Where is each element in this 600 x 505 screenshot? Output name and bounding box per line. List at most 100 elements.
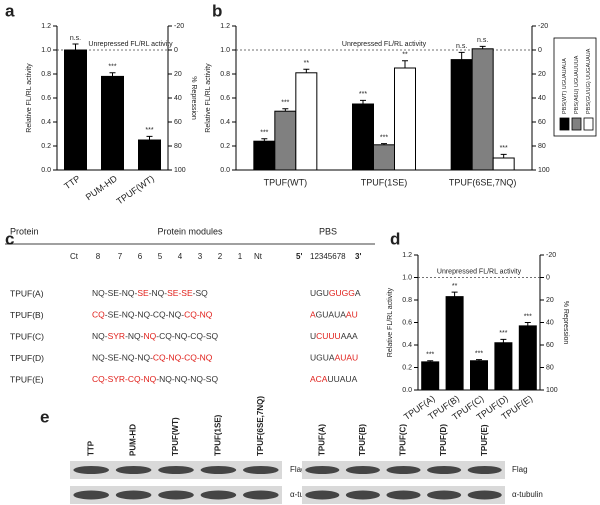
module-segment: CQ-NQ-CQ-NQ: [153, 353, 213, 363]
significance-label: **: [304, 60, 310, 67]
y-tick-label: 1.0: [402, 274, 412, 281]
y-tick-label: 0.6: [402, 319, 412, 326]
blot-band: [242, 490, 279, 500]
blot-band: [305, 490, 340, 500]
significance-label: ***: [500, 145, 508, 152]
blot-row-label: Flag: [290, 465, 306, 474]
module-position: 8: [96, 252, 101, 261]
legend-swatch: [583, 117, 594, 131]
module-segment: -NQ-: [149, 288, 168, 298]
module-sequence: NQ-SYR-NQ-NQ-CQ-NQ-CQ-SQ: [92, 331, 218, 341]
panel-letter: a: [5, 1, 15, 20]
y-tick-label: 0.2: [220, 143, 230, 150]
legend-swatch: [559, 117, 570, 131]
significance-label: **: [402, 52, 408, 59]
pbs-segment: UGUA: [310, 353, 335, 363]
bar: [274, 110, 297, 171]
significance-label: ***: [260, 130, 268, 137]
pbs-sequence: UGUGUGGA: [310, 288, 361, 298]
y2-tick-label: 0: [538, 47, 542, 54]
y-tick-label: 0.0: [41, 167, 51, 174]
y-tick-label: 1.2: [220, 23, 230, 30]
y2-tick-label: 20: [538, 71, 546, 78]
significance-label: ***: [281, 100, 289, 107]
y-tick-label: 0.8: [41, 71, 51, 78]
blot-band: [467, 490, 502, 500]
reference-label: Unrepressed FL/RL activity: [342, 41, 427, 48]
blot-row-label: Flag: [512, 465, 528, 474]
y2-axis-title: % Repression: [190, 76, 197, 120]
significance-label: ***: [359, 91, 367, 98]
legend-swatch: [571, 117, 582, 131]
significance-label: n.s.: [456, 43, 467, 50]
blot-band: [345, 466, 380, 474]
bar: [352, 103, 374, 171]
blot-band: [73, 466, 110, 474]
y-axis-title: Relative FL/RL activity: [387, 287, 394, 357]
table-header: Protein: [10, 226, 39, 236]
blot-band: [200, 490, 237, 500]
pbs-segment: AAA: [341, 331, 358, 341]
bar: [492, 157, 515, 171]
module-segment: SYR: [108, 331, 125, 341]
y-tick-label: 1.2: [402, 252, 412, 259]
blot-row-label: α-tubulin: [512, 490, 543, 499]
bar: [64, 49, 87, 171]
protein-name: TPUF(A): [10, 288, 44, 298]
blot-band: [386, 466, 421, 474]
lane-label: TPUF(D): [439, 424, 448, 456]
y2-tick-label: 40: [546, 319, 554, 326]
y-tick-label: 0.4: [402, 342, 412, 349]
module-segment: CQ-SYR-CQ-NQ: [92, 374, 157, 384]
bar: [518, 325, 537, 391]
blot-band: [158, 466, 194, 474]
module-segment: -NQ-: [125, 331, 144, 341]
y2-tick-label: 20: [546, 297, 554, 304]
y2-tick-label: 40: [538, 95, 546, 102]
module-position: Nt: [254, 252, 263, 261]
legend-label: PBS(A6U) UGUAUUUA: [574, 55, 580, 114]
pbs-sequence: UGUAAUAU: [310, 353, 358, 363]
module-position: 6: [138, 252, 143, 261]
bar: [394, 67, 416, 171]
y-tick-label: 1.0: [41, 47, 51, 54]
module-segment: CQ: [92, 310, 105, 320]
panel-letter: c: [5, 229, 14, 248]
significance-label: n.s.: [70, 35, 81, 42]
module-segment: CQ-NQ: [184, 310, 213, 320]
legend-label: PBS(GU/UG) UUGAUAUA: [586, 48, 592, 114]
y-tick-label: 0.6: [220, 95, 230, 102]
y-tick-label: 0.6: [41, 95, 51, 102]
significance-label: ***: [108, 64, 116, 71]
blot-band: [200, 466, 237, 474]
significance-label: ***: [524, 313, 532, 320]
error-bar: [451, 291, 458, 297]
module-segment: -CQ-NQ-CQ-SQ: [156, 331, 218, 341]
y2-tick-label: -20: [546, 252, 556, 259]
module-segment: NQ-SE-NQ-: [92, 288, 138, 298]
y-tick-label: 1.0: [220, 47, 230, 54]
blot-band: [305, 466, 340, 474]
error-bar: [303, 68, 310, 73]
pbs-segment: CUUU: [316, 331, 341, 341]
lane-label: TPUF(1SE): [214, 414, 223, 456]
blot-band: [73, 490, 110, 500]
bar: [373, 144, 395, 171]
bar: [138, 139, 161, 171]
module-position: 3: [198, 252, 203, 261]
blot-band: [115, 466, 152, 474]
table-header: Protein modules: [157, 226, 223, 236]
bar: [470, 360, 488, 391]
error-bar: [381, 143, 387, 145]
lane-label: TPUF(B): [358, 424, 367, 456]
y-tick-label: 0.0: [220, 167, 230, 174]
y2-tick-label: 40: [174, 95, 182, 102]
x-tick-label: TPUF(WT): [264, 177, 307, 187]
pbs-sequence: UCUUUAAA: [310, 331, 358, 341]
blot-band: [242, 466, 279, 474]
module-sequence: NQ-SE-NQ-NQ-CQ-NQ-CQ-NQ: [92, 353, 213, 363]
blot-band: [115, 490, 152, 500]
module-position: 7: [118, 252, 123, 261]
bar: [253, 140, 276, 171]
